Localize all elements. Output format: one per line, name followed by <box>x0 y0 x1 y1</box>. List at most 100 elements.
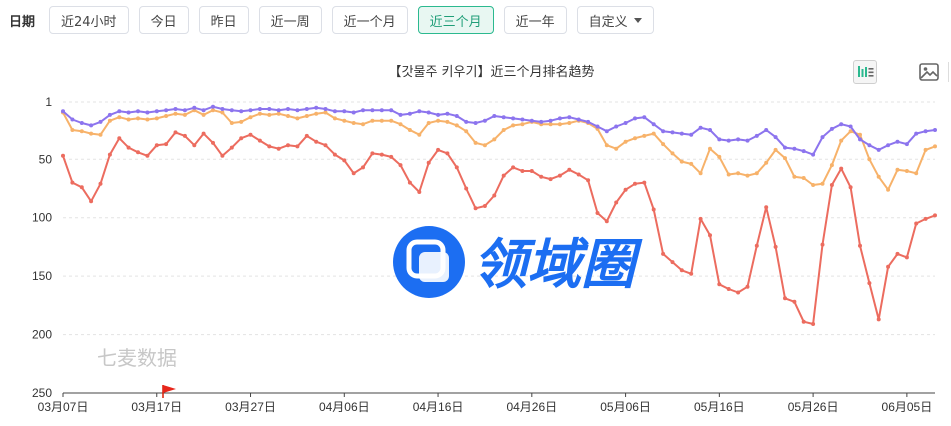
data-point[interactable] <box>239 119 244 124</box>
data-point[interactable] <box>501 173 506 178</box>
data-point[interactable] <box>923 147 928 152</box>
data-point[interactable] <box>604 143 609 148</box>
data-point[interactable] <box>323 110 328 115</box>
data-point[interactable] <box>417 109 422 114</box>
data-point[interactable] <box>595 124 600 129</box>
filter-24h[interactable]: 近24小时 <box>49 6 129 34</box>
data-point[interactable] <box>61 109 65 114</box>
data-point[interactable] <box>586 178 591 183</box>
data-point[interactable] <box>867 157 872 162</box>
data-point[interactable] <box>792 174 797 179</box>
data-point[interactable] <box>464 119 469 124</box>
data-point[interactable] <box>398 163 403 168</box>
data-point[interactable] <box>351 121 356 125</box>
data-point[interactable] <box>820 242 825 247</box>
data-point[interactable] <box>689 132 694 137</box>
data-point[interactable] <box>370 118 375 123</box>
data-point[interactable] <box>323 143 328 148</box>
data-point[interactable] <box>98 181 103 186</box>
data-point[interactable] <box>783 145 787 150</box>
data-point[interactable] <box>858 137 862 142</box>
data-point[interactable] <box>351 110 356 115</box>
data-point[interactable] <box>708 233 712 238</box>
data-point[interactable] <box>520 169 525 173</box>
data-point[interactable] <box>314 105 319 110</box>
data-point[interactable] <box>848 185 853 190</box>
data-point[interactable] <box>482 143 487 148</box>
data-point[interactable] <box>61 153 65 158</box>
data-point[interactable] <box>633 116 637 121</box>
data-point[interactable] <box>454 123 459 128</box>
data-point[interactable] <box>614 124 619 129</box>
data-point[interactable] <box>70 128 75 132</box>
data-point[interactable] <box>904 142 909 147</box>
data-point[interactable] <box>539 119 544 124</box>
data-point[interactable] <box>511 165 516 170</box>
data-point[interactable] <box>811 183 816 187</box>
data-point[interactable] <box>642 180 647 185</box>
data-point[interactable] <box>604 129 609 134</box>
data-point[interactable] <box>70 180 75 185</box>
data-point[interactable] <box>679 268 684 273</box>
data-point[interactable] <box>445 119 450 124</box>
data-point[interactable] <box>651 122 656 127</box>
data-point[interactable] <box>754 171 759 176</box>
data-point[interactable] <box>351 171 356 176</box>
data-point[interactable] <box>407 128 412 132</box>
data-point[interactable] <box>89 123 94 128</box>
data-point[interactable] <box>736 137 741 142</box>
data-point[interactable] <box>417 132 422 137</box>
data-point[interactable] <box>211 104 215 109</box>
data-point[interactable] <box>670 151 675 156</box>
data-point[interactable] <box>136 150 140 155</box>
data-point[interactable] <box>389 118 394 123</box>
data-point[interactable] <box>614 200 619 205</box>
data-point[interactable] <box>679 131 684 136</box>
data-point[interactable] <box>764 160 769 165</box>
data-point[interactable] <box>623 139 628 144</box>
data-point[interactable] <box>173 111 178 116</box>
data-point[interactable] <box>708 128 712 132</box>
data-point[interactable] <box>773 147 778 152</box>
data-point[interactable] <box>783 296 787 301</box>
data-point[interactable] <box>389 108 394 113</box>
data-point[interactable] <box>557 116 562 121</box>
data-point[interactable] <box>445 151 450 156</box>
data-point[interactable] <box>661 129 666 134</box>
data-point[interactable] <box>886 187 891 192</box>
data-point[interactable] <box>276 108 281 113</box>
data-point[interactable] <box>904 255 909 260</box>
filter-year[interactable]: 近一年 <box>503 6 567 34</box>
data-point[interactable] <box>211 140 215 145</box>
data-point[interactable] <box>698 216 703 221</box>
data-point[interactable] <box>482 204 487 208</box>
data-point[interactable] <box>107 118 112 123</box>
data-point[interactable] <box>436 118 441 123</box>
data-point[interactable] <box>501 128 506 132</box>
data-point[interactable] <box>689 161 694 166</box>
data-point[interactable] <box>164 108 169 113</box>
data-point[interactable] <box>773 135 778 140</box>
data-point[interactable] <box>548 122 553 127</box>
data-point[interactable] <box>567 115 572 120</box>
data-point[interactable] <box>876 174 881 179</box>
data-point[interactable] <box>379 118 384 123</box>
data-point[interactable] <box>454 165 459 170</box>
data-point[interactable] <box>304 107 309 111</box>
data-point[interactable] <box>904 169 909 173</box>
data-point[interactable] <box>867 281 872 286</box>
data-point[interactable] <box>342 109 347 114</box>
data-point[interactable] <box>173 130 178 135</box>
data-point[interactable] <box>529 118 534 123</box>
data-point[interactable] <box>642 115 647 120</box>
data-point[interactable] <box>736 171 741 176</box>
data-point[interactable] <box>79 121 84 125</box>
data-point[interactable] <box>220 153 225 158</box>
data-point[interactable] <box>539 174 544 179</box>
data-point[interactable] <box>117 109 122 114</box>
data-point[interactable] <box>548 177 553 182</box>
data-point[interactable] <box>295 108 300 113</box>
data-point[interactable] <box>726 287 731 291</box>
filter-week[interactable]: 近一周 <box>258 6 322 34</box>
data-point[interactable] <box>257 111 262 116</box>
